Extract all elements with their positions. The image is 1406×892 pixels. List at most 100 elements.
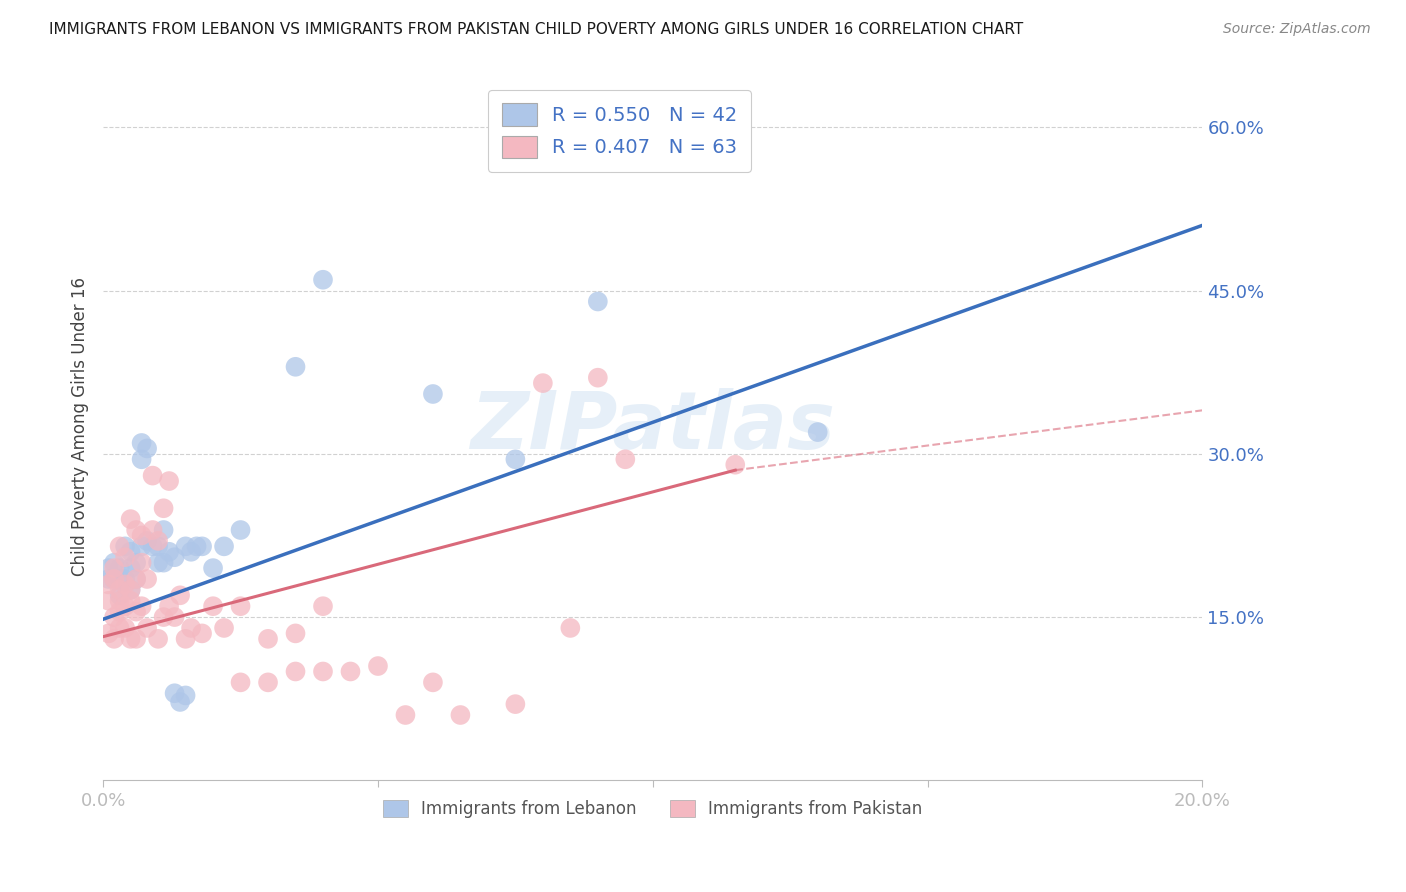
- Point: [422, 675, 444, 690]
- Point: [120, 593, 142, 607]
- Point: [152, 501, 174, 516]
- Point: [114, 539, 136, 553]
- Point: [125, 605, 148, 619]
- Point: [114, 550, 136, 565]
- Point: [202, 561, 225, 575]
- Point: [103, 632, 125, 646]
- Point: [257, 675, 280, 690]
- Point: [531, 376, 554, 390]
- Point: [724, 458, 747, 472]
- Point: [146, 539, 169, 553]
- Point: [142, 523, 165, 537]
- Point: [97, 577, 120, 591]
- Text: ZIPatlas: ZIPatlas: [470, 388, 835, 466]
- Point: [136, 442, 159, 456]
- Point: [169, 695, 191, 709]
- Point: [586, 370, 609, 384]
- Point: [146, 556, 169, 570]
- Point: [136, 621, 159, 635]
- Point: [229, 599, 252, 614]
- Point: [108, 588, 131, 602]
- Point: [212, 539, 235, 553]
- Point: [367, 659, 389, 673]
- Point: [157, 545, 180, 559]
- Legend: Immigrants from Lebanon, Immigrants from Pakistan: Immigrants from Lebanon, Immigrants from…: [377, 794, 929, 825]
- Point: [312, 273, 335, 287]
- Y-axis label: Child Poverty Among Girls Under 16: Child Poverty Among Girls Under 16: [72, 277, 89, 576]
- Point: [312, 599, 335, 614]
- Point: [163, 686, 186, 700]
- Point: [157, 599, 180, 614]
- Point: [108, 582, 131, 597]
- Point: [152, 523, 174, 537]
- Point: [103, 572, 125, 586]
- Point: [120, 561, 142, 575]
- Point: [114, 599, 136, 614]
- Point: [505, 697, 527, 711]
- Point: [163, 610, 186, 624]
- Point: [174, 689, 197, 703]
- Point: [120, 582, 142, 597]
- Point: [125, 556, 148, 570]
- Point: [212, 621, 235, 635]
- Point: [229, 675, 252, 690]
- Point: [174, 539, 197, 553]
- Point: [174, 632, 197, 646]
- Point: [103, 561, 125, 575]
- Point: [108, 572, 131, 586]
- Point: [152, 556, 174, 570]
- Point: [131, 452, 153, 467]
- Point: [807, 425, 830, 439]
- Point: [449, 708, 471, 723]
- Point: [108, 593, 131, 607]
- Point: [284, 359, 307, 374]
- Point: [191, 539, 214, 553]
- Point: [586, 294, 609, 309]
- Point: [229, 523, 252, 537]
- Point: [284, 665, 307, 679]
- Point: [152, 610, 174, 624]
- Point: [257, 632, 280, 646]
- Point: [560, 621, 582, 635]
- Point: [142, 468, 165, 483]
- Point: [108, 561, 131, 575]
- Point: [146, 533, 169, 548]
- Point: [97, 593, 120, 607]
- Point: [103, 556, 125, 570]
- Point: [157, 474, 180, 488]
- Point: [108, 539, 131, 553]
- Text: IMMIGRANTS FROM LEBANON VS IMMIGRANTS FROM PAKISTAN CHILD POVERTY AMONG GIRLS UN: IMMIGRANTS FROM LEBANON VS IMMIGRANTS FR…: [49, 22, 1024, 37]
- Point: [131, 556, 153, 570]
- Point: [136, 572, 159, 586]
- Point: [505, 452, 527, 467]
- Point: [120, 582, 142, 597]
- Point: [136, 533, 159, 548]
- Point: [312, 665, 335, 679]
- Point: [114, 572, 136, 586]
- Point: [125, 572, 148, 586]
- Point: [422, 387, 444, 401]
- Point: [108, 621, 131, 635]
- Point: [114, 577, 136, 591]
- Text: Source: ZipAtlas.com: Source: ZipAtlas.com: [1223, 22, 1371, 37]
- Point: [131, 528, 153, 542]
- Point: [284, 626, 307, 640]
- Point: [125, 632, 148, 646]
- Point: [142, 539, 165, 553]
- Point: [131, 539, 153, 553]
- Point: [614, 452, 637, 467]
- Point: [97, 572, 120, 586]
- Point: [180, 621, 202, 635]
- Point: [191, 626, 214, 640]
- Point: [97, 561, 120, 575]
- Point: [131, 436, 153, 450]
- Point: [202, 599, 225, 614]
- Point: [163, 550, 186, 565]
- Point: [180, 545, 202, 559]
- Point: [339, 665, 361, 679]
- Point: [131, 599, 153, 614]
- Point: [120, 632, 142, 646]
- Point: [114, 621, 136, 635]
- Point: [186, 539, 208, 553]
- Point: [146, 632, 169, 646]
